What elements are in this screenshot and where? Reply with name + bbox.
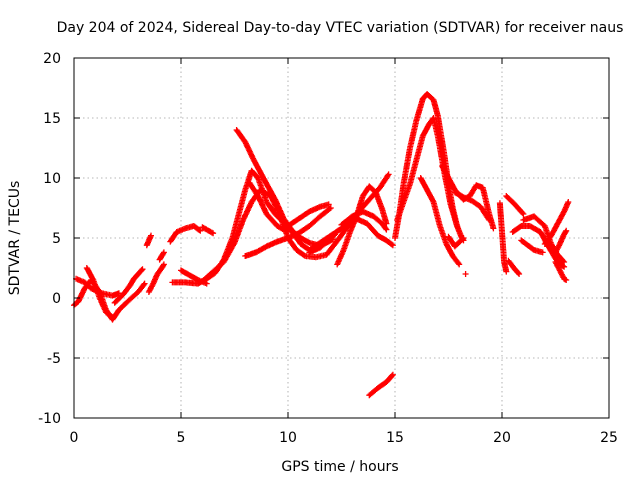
- x-tick-label: 15: [386, 430, 404, 446]
- data-track-19: [366, 371, 396, 399]
- y-tick-label: 0: [52, 291, 61, 307]
- x-tick-label: 20: [493, 430, 511, 446]
- data-track-22: [417, 175, 463, 268]
- data-points-path: [496, 200, 510, 275]
- x-tick-label: 5: [177, 430, 186, 446]
- data-track-30: [505, 257, 523, 277]
- chart-title: Day 204 of 2024, Sidereal Day-to-day VTE…: [57, 20, 624, 36]
- x-axis-title: GPS time / hours: [281, 459, 398, 475]
- data-points-path: [167, 223, 204, 245]
- y-tick-label: 10: [43, 171, 61, 187]
- y-axis-title: SDTVAR / TECUs: [7, 181, 23, 296]
- data-points-path: [445, 233, 467, 250]
- data-points-path: [552, 227, 570, 256]
- data-track-3: [111, 266, 146, 306]
- data-points-path: [156, 249, 167, 263]
- data-track-33: [541, 199, 572, 247]
- data-track-25: [451, 189, 493, 223]
- data-points-path: [285, 201, 332, 229]
- data-points-path: [306, 231, 339, 256]
- data-points-path: [242, 205, 334, 259]
- data-points-path: [199, 224, 217, 237]
- data-track-4: [145, 261, 167, 295]
- data-points-path: [505, 257, 523, 277]
- data-track-26: [462, 271, 469, 277]
- y-tick-label: -10: [38, 411, 61, 427]
- data-track-8: [199, 224, 217, 237]
- x-tick-label: 25: [600, 430, 618, 446]
- data-points-path: [83, 265, 116, 321]
- y-tick-label: -5: [47, 351, 61, 367]
- data-track-23: [445, 233, 467, 250]
- data-track-18: [338, 208, 390, 233]
- data-track-13: [246, 179, 291, 235]
- data-track-5: [143, 232, 154, 249]
- data-track-14: [242, 205, 334, 259]
- y-tick-label: 20: [43, 51, 61, 67]
- data-points: [71, 91, 572, 399]
- data-points-path: [143, 232, 154, 249]
- data-track-27: [496, 200, 510, 275]
- data-track-31: [518, 237, 546, 256]
- data-track-34: [552, 227, 570, 256]
- data-points-path: [417, 175, 463, 268]
- y-tick-label: 5: [52, 231, 61, 247]
- data-points-path: [503, 193, 527, 217]
- data-points-path: [451, 189, 493, 223]
- data-points-path: [518, 237, 546, 256]
- data-points-path: [552, 259, 570, 283]
- data-points-path: [338, 208, 390, 233]
- data-points-path: [246, 179, 291, 235]
- data-track-35: [552, 259, 570, 283]
- data-track-2: [83, 265, 116, 321]
- data-points-path: [366, 371, 396, 399]
- data-points-path: [111, 266, 146, 306]
- data-track-28: [503, 193, 527, 217]
- data-track-7: [167, 223, 204, 245]
- x-tick-label: 0: [70, 430, 79, 446]
- y-tick-label: 15: [43, 111, 61, 127]
- data-points-path: [462, 271, 469, 277]
- x-tick-label: 10: [279, 430, 297, 446]
- data-track-6: [156, 249, 167, 263]
- data-points-path: [541, 199, 572, 247]
- data-points-path: [145, 261, 167, 295]
- data-track-16: [306, 231, 339, 256]
- axis-ticks: 0 5 10 15 20 25 -10 -5 0 5 10 15 20: [38, 51, 618, 446]
- data-track-15: [285, 201, 332, 229]
